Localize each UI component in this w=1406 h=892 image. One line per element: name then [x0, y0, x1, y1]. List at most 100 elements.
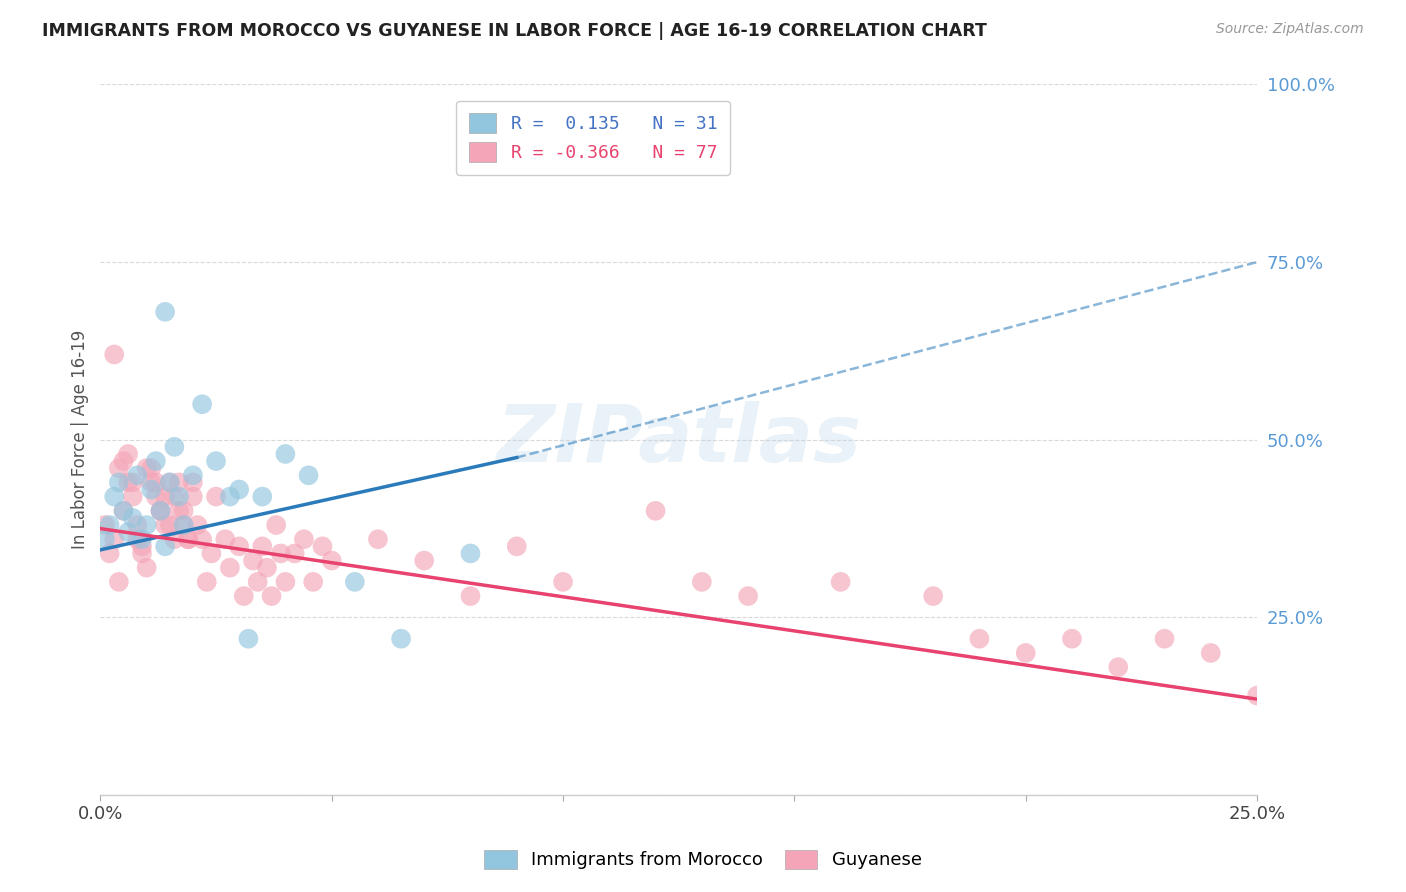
Point [321, 553, 343, 567]
Point [205, 490, 228, 504]
Point [153, 539, 176, 553]
Point [232, 589, 254, 603]
Point [343, 574, 366, 589]
Point [103, 533, 125, 547]
Point [506, 539, 529, 553]
Text: IMMIGRANTS FROM MOROCCO VS GUYANESE IN LABOR FORCE | AGE 16-19 CORRELATION CHART: IMMIGRANTS FROM MOROCCO VS GUYANESE IN L… [42, 22, 987, 40]
Text: ZIPatlas: ZIPatlas [496, 401, 862, 479]
Point [292, 533, 315, 547]
Point [117, 525, 139, 540]
Point [413, 553, 436, 567]
Point [205, 454, 228, 468]
Point [135, 560, 157, 574]
Point [264, 518, 287, 533]
Point [969, 632, 991, 646]
Point [1107, 660, 1129, 674]
Point [153, 490, 176, 504]
Point [297, 468, 319, 483]
Point [274, 574, 297, 589]
Point [149, 504, 172, 518]
Point [246, 574, 269, 589]
Point [214, 533, 236, 547]
Point [163, 490, 186, 504]
Point [219, 490, 242, 504]
Legend: R =  0.135   N = 31, R = -0.366   N = 77: R = 0.135 N = 31, R = -0.366 N = 77 [457, 101, 730, 175]
Point [135, 518, 157, 533]
Point [112, 504, 135, 518]
Point [177, 533, 200, 547]
Point [173, 518, 195, 533]
Point [191, 533, 214, 547]
Point [163, 533, 186, 547]
Point [1153, 632, 1175, 646]
Point [141, 461, 163, 475]
Point [94, 518, 117, 533]
Point [117, 447, 139, 461]
Point [274, 447, 297, 461]
Point [302, 574, 325, 589]
Point [117, 475, 139, 490]
Point [644, 504, 666, 518]
Point [153, 518, 176, 533]
Point [228, 539, 250, 553]
Point [127, 533, 149, 547]
Point [1015, 646, 1038, 660]
Point [145, 490, 167, 504]
Point [149, 504, 172, 518]
Point [145, 454, 167, 468]
Point [112, 504, 135, 518]
Point [922, 589, 945, 603]
Point [389, 632, 412, 646]
Point [260, 589, 283, 603]
Point [311, 539, 333, 553]
Point [127, 518, 149, 533]
Point [186, 518, 208, 533]
Point [200, 546, 222, 560]
Point [830, 574, 852, 589]
Point [181, 490, 204, 504]
Point [238, 632, 260, 646]
Point [159, 475, 181, 490]
Point [167, 504, 190, 518]
Point [177, 533, 200, 547]
Point [112, 454, 135, 468]
Point [1246, 689, 1268, 703]
Point [737, 589, 759, 603]
Point [163, 440, 186, 454]
Point [195, 574, 218, 589]
Point [173, 504, 195, 518]
Point [690, 574, 713, 589]
Text: Source: ZipAtlas.com: Source: ZipAtlas.com [1216, 22, 1364, 37]
Point [1060, 632, 1083, 646]
Point [173, 518, 195, 533]
Point [145, 475, 167, 490]
Point [460, 546, 482, 560]
Point [135, 461, 157, 475]
Point [228, 483, 250, 497]
Point [242, 553, 264, 567]
Point [149, 504, 172, 518]
Point [141, 483, 163, 497]
Point [98, 518, 121, 533]
Point [367, 533, 389, 547]
Point [121, 511, 143, 525]
Point [141, 475, 163, 490]
Point [121, 475, 143, 490]
Point [191, 397, 214, 411]
Point [159, 475, 181, 490]
Point [252, 490, 274, 504]
Point [131, 533, 153, 547]
Point [103, 490, 125, 504]
Point [460, 589, 482, 603]
Point [94, 533, 117, 547]
Point [121, 490, 143, 504]
Point [98, 546, 121, 560]
Point [181, 468, 204, 483]
Point [127, 468, 149, 483]
Point [219, 560, 242, 574]
Point [108, 461, 131, 475]
Point [103, 347, 125, 361]
Point [284, 546, 307, 560]
Point [181, 475, 204, 490]
Point [153, 305, 176, 319]
